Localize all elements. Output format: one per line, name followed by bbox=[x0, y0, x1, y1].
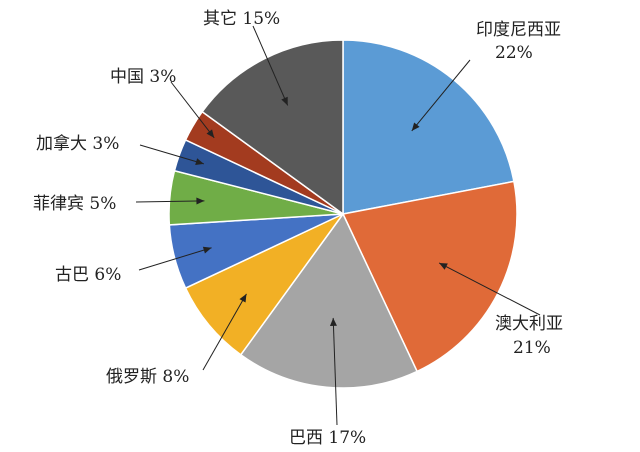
label-brazil: 巴西 17% bbox=[289, 428, 366, 448]
leader-line-7 bbox=[170, 81, 215, 139]
label-indonesia-pct: 22% bbox=[495, 43, 533, 63]
label-australia-name: 澳大利亚 bbox=[495, 314, 563, 334]
label-australia-pct: 21% bbox=[513, 338, 551, 358]
label-russia: 俄罗斯 8% bbox=[106, 367, 189, 387]
leader-arrow-2 bbox=[329, 317, 337, 327]
watermark: 搜狐号@粉体网 bbox=[518, 427, 616, 444]
leader-line-3 bbox=[202, 293, 247, 371]
pie-slices bbox=[168, 39, 518, 389]
label-other: 其它 15% bbox=[203, 9, 280, 29]
leader-arrow-7 bbox=[206, 129, 215, 138]
leader-line-0 bbox=[411, 59, 471, 132]
label-indonesia-name: 印度尼西亚 bbox=[476, 20, 561, 40]
leader-arrow-1 bbox=[439, 262, 448, 270]
label-canada: 加拿大 3% bbox=[36, 133, 119, 154]
label-cuba: 古巴 6% bbox=[55, 265, 121, 285]
pie-slice-8 bbox=[201, 39, 344, 216]
label-philippines: 菲律宾 5% bbox=[33, 194, 116, 214]
leader-line-8 bbox=[252, 25, 289, 106]
label-china: 中国 3% bbox=[110, 67, 176, 87]
pie-slice-2 bbox=[239, 212, 419, 389]
leader-line-4 bbox=[138, 247, 212, 271]
leader-arrow-0 bbox=[411, 122, 420, 131]
leader-line-5 bbox=[135, 200, 205, 203]
leader-arrow-8 bbox=[281, 96, 288, 106]
leader-arrow-5 bbox=[196, 197, 205, 205]
leader-lines bbox=[135, 25, 541, 426]
leader-line-6 bbox=[139, 144, 204, 165]
leader-line-1 bbox=[438, 262, 541, 316]
leader-arrow-4 bbox=[202, 246, 212, 254]
leader-arrow-3 bbox=[239, 293, 247, 303]
leader-line-2 bbox=[332, 317, 338, 426]
leader-arrow-6 bbox=[195, 158, 204, 165]
